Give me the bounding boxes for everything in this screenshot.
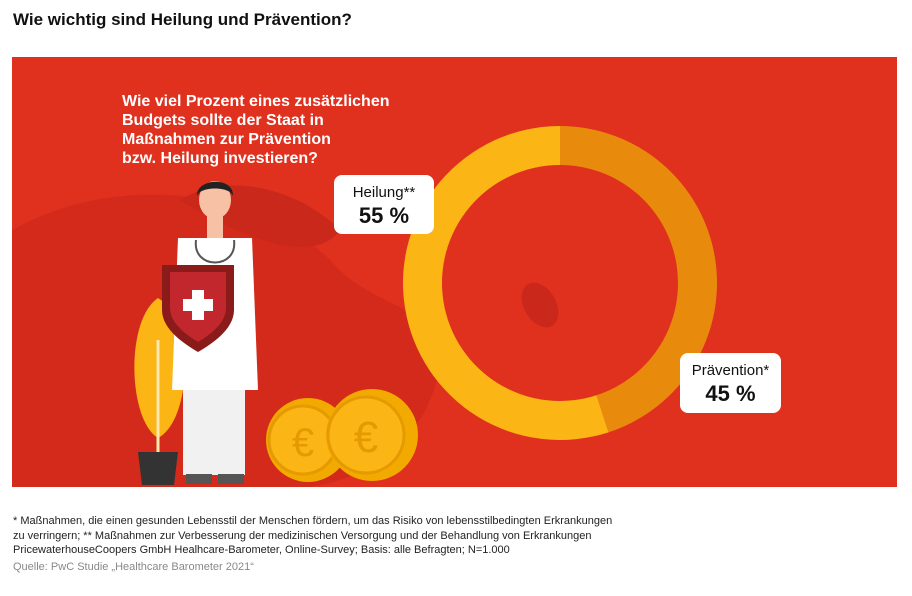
label-box bbox=[334, 175, 434, 234]
donut-segment bbox=[560, 126, 718, 433]
donut-segment bbox=[403, 126, 609, 440]
footnote: * Maßnahmen, die einen gesunden Lebensst… bbox=[13, 515, 613, 527]
doctor-neck bbox=[207, 214, 223, 238]
question-line: Maßnahmen zur Prävention bbox=[122, 131, 331, 148]
doctor-shoe bbox=[218, 474, 244, 484]
plant-pot bbox=[138, 452, 178, 485]
question-line: bzw. Heilung investieren? bbox=[122, 150, 318, 167]
label-box bbox=[680, 353, 781, 413]
doctor-shoe bbox=[186, 474, 212, 484]
doctor-face bbox=[199, 181, 231, 219]
value-label: 55 % bbox=[359, 203, 409, 228]
coin bbox=[326, 395, 406, 475]
doctor-legs bbox=[183, 380, 245, 475]
doctor-hair bbox=[196, 181, 234, 196]
footnote: PricewaterhouseCoopers GmbH Healhcare-Ba… bbox=[13, 544, 510, 556]
question-line: Budgets sollte der Staat in bbox=[122, 112, 324, 129]
background-shape bbox=[521, 282, 559, 328]
question-line: Wie viel Prozent eines zusätzlichen bbox=[122, 93, 390, 110]
stethoscope bbox=[194, 239, 236, 264]
source: Quelle: PwC Studie „Healthcare Barometer… bbox=[13, 560, 254, 573]
value-label: 45 % bbox=[705, 381, 755, 406]
coin-symbol: € bbox=[354, 413, 378, 462]
page-title: Wie wichtig sind Heilung und Prävention? bbox=[13, 10, 352, 29]
coin-symbol: € bbox=[292, 421, 314, 465]
category-label: Prävention* bbox=[692, 362, 770, 379]
category-label: Heilung** bbox=[353, 184, 416, 201]
shield-cross bbox=[183, 299, 213, 311]
footnotes: * Maßnahmen, die einen gesunden Lebensst… bbox=[13, 514, 612, 574]
footnote: zu verringern; ** Maßnahmen zur Verbesse… bbox=[13, 529, 592, 542]
